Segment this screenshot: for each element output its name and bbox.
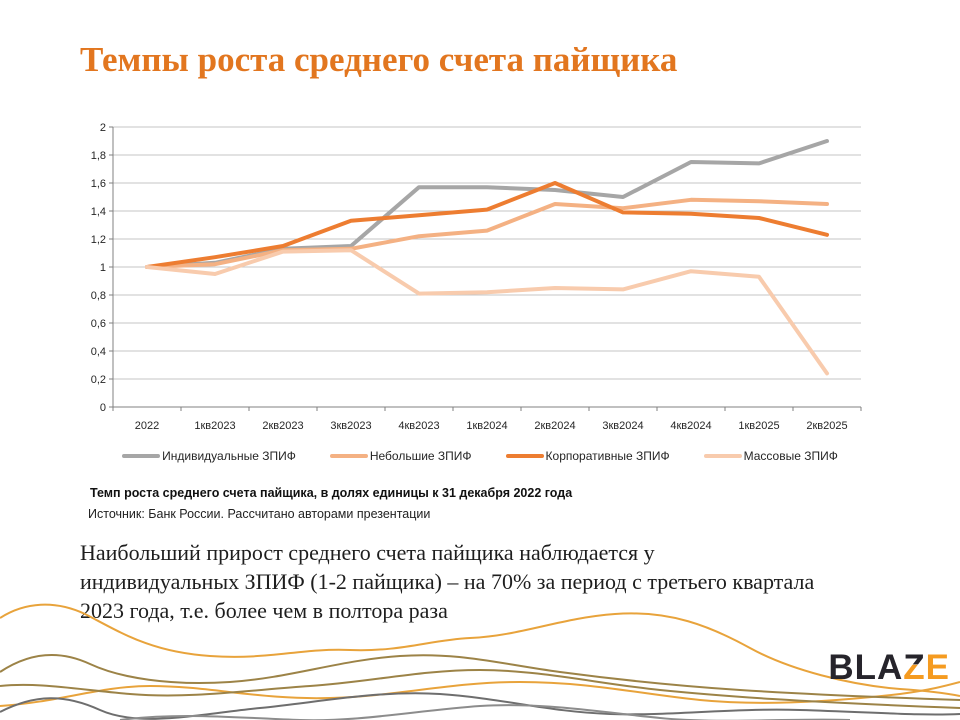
wave-gray-2 bbox=[119, 704, 851, 720]
x-tick-label: 1кв2024 bbox=[466, 420, 507, 432]
slide-body-text: Наибольший прирост среднего счета пайщик… bbox=[80, 538, 940, 625]
chart-caption: Темп роста среднего счета пайщика, в дол… bbox=[90, 486, 573, 500]
legend-label-2: Корпоративные ЗПИФ bbox=[545, 449, 670, 463]
y-tick-label: 1,8 bbox=[91, 150, 106, 162]
x-tick-label: 3кв2024 bbox=[602, 420, 643, 432]
legend-item-3: Массовые ЗПИФ bbox=[703, 449, 838, 463]
legend-label-3: Массовые ЗПИФ bbox=[743, 449, 838, 463]
legend-swatch-1 bbox=[329, 454, 368, 458]
logo-text-e: E bbox=[925, 648, 950, 687]
legend-swatch-3 bbox=[703, 454, 742, 458]
y-tick-label: 1,2 bbox=[91, 234, 106, 246]
x-tick-label: 4кв2024 bbox=[670, 420, 711, 432]
decorative-waves bbox=[0, 603, 960, 720]
line-chart: 0 0,2 0,4 0,6 0,8 1 1,2 1,4 1,6 1,8 2 2022 1кв2023 2к… bbox=[85, 113, 875, 443]
series-line-3 bbox=[145, 248, 829, 376]
wave-gold-bottom bbox=[0, 680, 960, 707]
y-tick-label: 2 bbox=[100, 122, 106, 134]
x-tick-label: 2кв2023 bbox=[262, 420, 303, 432]
logo-text-bla: BLA bbox=[828, 648, 904, 687]
wave-gold-top bbox=[0, 603, 960, 697]
wave-olive-1 bbox=[0, 654, 960, 701]
chart-canvas: 0 0,2 0,4 0,6 0,8 1 1,2 1,4 1,6 1,8 2 2022 1кв2023 2к… bbox=[91, 122, 862, 432]
x-tick-label: 4кв2023 bbox=[398, 420, 439, 432]
x-tick-label: 3кв2023 bbox=[330, 420, 371, 432]
x-tick-label: 1кв2023 bbox=[194, 420, 235, 432]
x-tick-label: 2кв2024 bbox=[534, 420, 575, 432]
series-line-1 bbox=[145, 197, 829, 269]
y-tick-label: 1,6 bbox=[91, 178, 106, 190]
chart-legend: Индивидуальные ЗПИФ Небольшие ЗПИФ Корпора… bbox=[85, 449, 875, 463]
series-line-2 bbox=[145, 181, 829, 269]
legend-swatch-0 bbox=[122, 454, 161, 458]
series-line-0 bbox=[145, 139, 829, 269]
legend-item-1: Небольшие ЗПИФ bbox=[329, 449, 472, 463]
y-tick-label: 0,8 bbox=[91, 290, 106, 302]
body-line-1: Наибольший прирост среднего счета пайщик… bbox=[80, 540, 655, 565]
y-tick-label: 0,2 bbox=[91, 374, 106, 386]
wave-olive-2 bbox=[0, 668, 960, 709]
y-tick-label: 0,6 bbox=[91, 318, 106, 330]
x-tick-label: 2022 bbox=[135, 420, 159, 432]
y-tick-label: 1,4 bbox=[91, 206, 106, 218]
legend-item-2: Корпоративные ЗПИФ bbox=[505, 449, 670, 463]
body-line-3: 2023 года, т.е. более чем в полтора раза bbox=[80, 598, 448, 623]
legend-label-0: Индивидуальные ЗПИФ bbox=[162, 449, 296, 463]
legend-item-0: Индивидуальные ЗПИФ bbox=[122, 449, 296, 463]
y-tick-label: 1 bbox=[100, 262, 106, 274]
chart-source: Источник: Банк России. Рассчитано автора… bbox=[88, 507, 431, 521]
blaze-logo: BLAZ Z E bbox=[780, 648, 950, 688]
legend-swatch-2 bbox=[505, 454, 544, 458]
y-tick-label: 0,4 bbox=[91, 346, 106, 358]
y-tick-label: 0 bbox=[100, 402, 106, 414]
body-line-2: индивидуальных ЗПИФ (1-2 пайщика) – на 7… bbox=[80, 569, 815, 594]
x-tick-label: 1кв2025 bbox=[738, 420, 779, 432]
legend-label-1: Небольшие ЗПИФ bbox=[369, 449, 472, 463]
page-title: Темпы роста среднего счета пайщика bbox=[80, 40, 678, 79]
x-tick-label: 2кв2025 bbox=[806, 420, 847, 432]
wave-gray-1 bbox=[0, 692, 960, 720]
